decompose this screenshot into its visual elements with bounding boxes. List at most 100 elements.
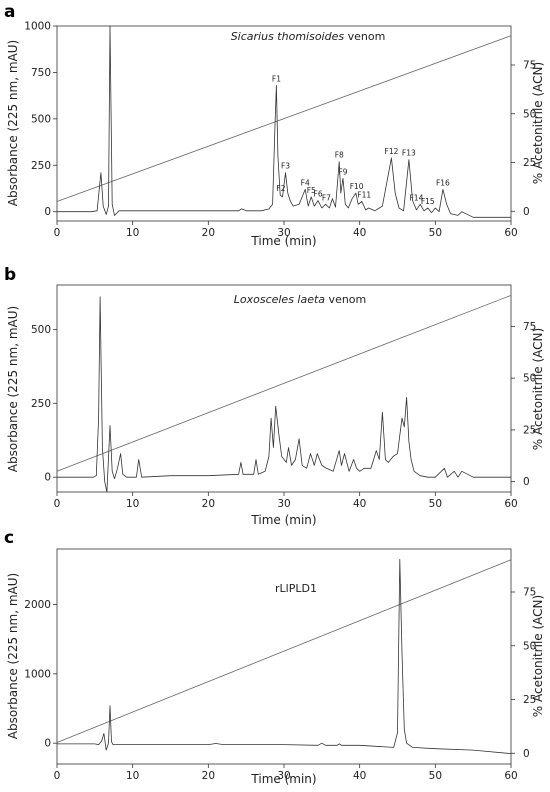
panel-c-gradient-layer xyxy=(56,559,512,743)
x-tick-label: 30 xyxy=(277,770,290,782)
panel-c: c rLlPLD1 Time (min) Absorbance (225 nm,… xyxy=(4,528,545,786)
panel-a-y-ticks: 0 250 500 750 1000 xyxy=(24,21,57,218)
panel-c-x-ticks: 0 10 20 30 40 50 60 xyxy=(54,764,518,782)
panel-b-y-axis-title: Absorbance (225 nm, mAU) xyxy=(6,306,20,472)
y-tick-label: 0 xyxy=(44,472,51,484)
x-tick-label: 10 xyxy=(126,498,139,510)
peak-label: F10 xyxy=(350,182,364,191)
peak-label: F9 xyxy=(338,167,347,176)
panel-a-trace-layer xyxy=(57,25,511,218)
peak-label: F15 xyxy=(421,197,435,206)
panel-b-y2-axis-title: % Acetonitrile (ACN) xyxy=(531,328,545,450)
panel-c-x-axis-title: Time (min) xyxy=(250,772,316,786)
x-tick-label: 20 xyxy=(202,498,215,510)
panel-b-x-ticks: 0 10 20 30 40 50 60 xyxy=(54,492,518,510)
y2-tick-label: 50 xyxy=(523,640,536,652)
y-tick-label: 0 xyxy=(44,738,51,750)
y2-tick-label: 0 xyxy=(523,748,530,760)
panel-a-title: Sicarius thomisoides venom xyxy=(231,30,386,43)
panel-a-x-ticks: 0 10 20 30 40 50 60 xyxy=(54,221,518,239)
peak-label: F5 xyxy=(307,186,316,195)
peak-label: F13 xyxy=(402,149,416,158)
panel-b-letter: b xyxy=(4,265,16,285)
x-tick-label: 50 xyxy=(429,498,442,510)
y-tick-label: 250 xyxy=(31,160,51,172)
panel-b-gradient-layer xyxy=(56,294,512,472)
y-tick-label: 2000 xyxy=(24,599,51,611)
x-tick-label: 50 xyxy=(429,770,442,782)
panel-b-y-ticks: 0 250 500 xyxy=(31,324,57,484)
x-tick-label: 10 xyxy=(126,770,139,782)
panel-b-title: Loxosceles laeta venom xyxy=(234,293,367,306)
panel-c-letter: c xyxy=(4,528,14,548)
x-tick-label: 50 xyxy=(429,227,442,239)
y2-tick-label: 0 xyxy=(523,206,530,218)
y-tick-label: 0 xyxy=(44,206,51,218)
panel-c-y2-axis-title: % Acetonitrile (ACN) xyxy=(531,595,545,717)
panel-c-y2-ticks: 0 25 50 75 xyxy=(511,587,536,760)
y2-tick-label: 75 xyxy=(523,60,536,72)
acn-gradient-line xyxy=(56,294,512,472)
x-tick-label: 40 xyxy=(353,770,366,782)
peak-label: F12 xyxy=(385,147,399,156)
x-tick-label: 30 xyxy=(277,498,290,510)
x-tick-label: 0 xyxy=(54,227,61,239)
panel-a-y-axis-title: Absorbance (225 nm, mAU) xyxy=(6,40,20,206)
peak-label: F16 xyxy=(436,178,450,187)
peak-label: F4 xyxy=(301,178,310,187)
peak-label: F2 xyxy=(276,184,285,193)
panel-c-title: rLlPLD1 xyxy=(275,582,317,595)
y-tick-label: 250 xyxy=(31,398,51,410)
y2-tick-label: 50 xyxy=(523,373,536,385)
y2-tick-label: 50 xyxy=(523,108,536,120)
x-tick-label: 0 xyxy=(54,498,61,510)
panel-b-y2-ticks: 0 25 50 75 xyxy=(511,321,536,488)
chromatogram-trace xyxy=(57,296,511,493)
peak-label: F14 xyxy=(409,193,423,202)
panel-a-y2-ticks: 0 25 50 75 xyxy=(511,60,536,218)
chromatogram-trace xyxy=(57,559,512,754)
y2-tick-label: 0 xyxy=(523,476,530,488)
peak-label: F8 xyxy=(335,151,344,160)
y2-tick-label: 25 xyxy=(523,157,536,169)
x-tick-label: 30 xyxy=(277,227,290,239)
y-tick-label: 500 xyxy=(31,324,51,336)
peak-label: F6 xyxy=(314,190,323,199)
acn-gradient-line xyxy=(56,559,512,743)
peak-label: F7 xyxy=(322,193,331,202)
acn-gradient-line xyxy=(56,35,512,202)
chromatogram-trace xyxy=(57,25,511,218)
x-tick-label: 10 xyxy=(126,227,139,239)
panel-b-x-axis-title: Time (min) xyxy=(250,513,316,527)
panel-a-gradient-layer xyxy=(56,35,512,202)
x-tick-label: 40 xyxy=(353,227,366,239)
peak-label: F11 xyxy=(357,191,371,200)
panel-a-x-axis-title: Time (min) xyxy=(250,234,316,248)
panel-a-letter: a xyxy=(4,2,15,22)
y2-tick-label: 25 xyxy=(523,694,536,706)
x-tick-label: 20 xyxy=(202,770,215,782)
panel-a: a Sicarius thomisoides venom Time (min) … xyxy=(4,2,545,248)
x-tick-label: 60 xyxy=(504,227,517,239)
y2-tick-label: 75 xyxy=(523,321,536,333)
y-tick-label: 1000 xyxy=(24,21,51,33)
y-tick-label: 1000 xyxy=(24,668,51,680)
panel-b-trace-layer xyxy=(57,296,511,493)
peak-label: F1 xyxy=(272,74,281,83)
x-tick-label: 0 xyxy=(54,770,61,782)
y2-tick-label: 75 xyxy=(523,587,536,599)
y2-tick-label: 25 xyxy=(523,424,536,436)
y-tick-label: 500 xyxy=(31,113,51,125)
panel-b: b Loxosceles laeta venom Time (min) Abso… xyxy=(4,265,545,527)
x-tick-label: 60 xyxy=(504,770,517,782)
x-tick-label: 40 xyxy=(353,498,366,510)
panel-c-trace-layer xyxy=(57,559,512,754)
y-tick-label: 750 xyxy=(31,67,51,79)
panel-c-y-axis-title: Absorbance (225 nm, mAU) xyxy=(6,573,20,739)
peak-label: F3 xyxy=(281,162,290,171)
panel-c-y-ticks: 0 1000 2000 xyxy=(24,599,57,750)
panel-b-plot-frame xyxy=(56,284,512,493)
panel-a-y2-axis-title: % Acetonitrile (ACN) xyxy=(531,62,545,184)
